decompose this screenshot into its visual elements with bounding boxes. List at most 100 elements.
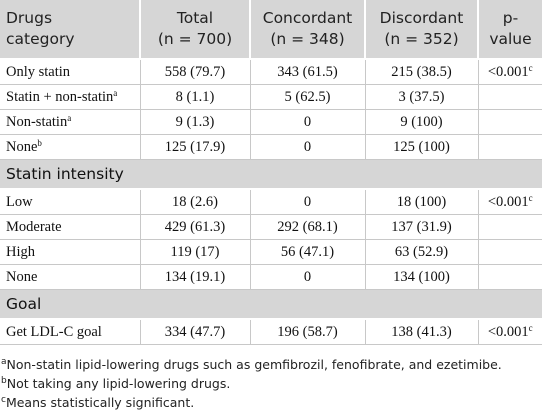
footnote-text: Means statistically significant.	[5, 395, 195, 410]
value-cell: 292 (68.1)	[250, 214, 366, 240]
cell-value: 56 (47.1)	[280, 243, 335, 260]
header-cell: Concordant (n = 348)	[250, 0, 366, 60]
row-label-cell: Non-statina	[0, 109, 141, 135]
cell-value: 8 (1.1)	[175, 88, 215, 105]
header-sub: (n = 700)	[157, 30, 233, 48]
data-row: Non-statina 9 (1.3) 0 9 (100)	[0, 109, 542, 135]
p-value-cell	[478, 109, 542, 135]
cell-value: 558 (79.7)	[164, 63, 226, 80]
p-value-cell	[478, 134, 542, 160]
cell-value: 5 (62.5)	[284, 88, 331, 105]
value-cell: 343 (61.5)	[250, 59, 366, 85]
header-sub: value	[489, 30, 532, 48]
footnote-mark: a	[67, 112, 72, 123]
p-value-cell: <0.001c	[478, 319, 542, 345]
data-row: Low 18 (2.6) 0 18 (100) <0.001c	[0, 189, 542, 215]
header-name: Total	[176, 9, 214, 27]
value-cell: 5 (62.5)	[250, 84, 366, 110]
value-cell: 125 (100)	[365, 134, 479, 160]
section-title: Goal	[0, 289, 542, 320]
section-title: Statin intensity	[0, 159, 542, 190]
value-cell: 138 (41.3)	[365, 319, 479, 345]
value-cell: 134 (19.1)	[140, 264, 251, 290]
cell-value: 343 (61.5)	[277, 63, 338, 80]
row-label: High	[6, 243, 35, 260]
cell-value: 138 (41.3)	[391, 323, 452, 340]
row-label: None	[6, 268, 38, 285]
section-row: Statin intensity	[0, 159, 542, 190]
header-cell: Drugs category	[0, 0, 141, 60]
value-cell: 334 (47.7)	[140, 319, 251, 345]
p-value-cell	[478, 84, 542, 110]
value-cell: 8 (1.1)	[140, 84, 251, 110]
value-cell: 125 (17.9)	[140, 134, 251, 160]
header-cell: p-value	[478, 0, 542, 60]
cell-value: 119 (17)	[170, 243, 220, 260]
header-row: Drugs category Total (n = 700) Concordant (n …	[0, 0, 542, 60]
header-sub: category	[6, 30, 75, 48]
row-label-cell: Only statin	[0, 59, 141, 85]
value-cell: 558 (79.7)	[140, 59, 251, 85]
footnote-mark: b	[1, 376, 7, 386]
footnote-mark: c	[528, 62, 533, 73]
value-cell: 18 (100)	[365, 189, 479, 215]
header-name: Discordant	[379, 9, 464, 27]
footnote-mark: a	[1, 357, 7, 367]
data-row: Noneb 125 (17.9) 0 125 (100)	[0, 134, 542, 160]
row-label-cell: Get LDL-C goal	[0, 319, 141, 345]
cell-value: 0	[303, 138, 312, 155]
row-label: Moderate	[6, 218, 62, 235]
footnote: bNot taking any lipid-lowering drugs.	[1, 374, 542, 393]
value-cell: 215 (38.5)	[365, 59, 479, 85]
value-cell: 0	[250, 134, 366, 160]
row-label-cell: None	[0, 264, 141, 290]
cell-value: 292 (68.1)	[277, 218, 338, 235]
value-cell: 119 (17)	[140, 239, 251, 265]
value-cell: 137 (31.9)	[365, 214, 479, 240]
footnote: aNon-statin lipid-lowering drugs such as…	[1, 355, 542, 374]
value-cell: 0	[250, 189, 366, 215]
cell-value: 18 (100)	[396, 193, 447, 210]
p-value: <0.001	[487, 193, 529, 210]
footnotes: aNon-statin lipid-lowering drugs such as…	[0, 345, 542, 412]
value-cell: 63 (52.9)	[365, 239, 479, 265]
row-label-cell: Low	[0, 189, 141, 215]
value-cell: 0	[250, 264, 366, 290]
cell-value: 0	[303, 193, 312, 210]
cell-value: 0	[303, 113, 312, 130]
header-cell: Discordant (n = 352)	[365, 0, 479, 60]
footnote-text: Non-statin lipid-lowering drugs such as …	[6, 357, 502, 372]
row-label-cell: High	[0, 239, 141, 265]
row-label-cell: Statin + non-statina	[0, 84, 141, 110]
cell-value: 9 (1.3)	[175, 113, 215, 130]
data-row: None 134 (19.1) 0 134 (100)	[0, 264, 542, 290]
data-row: Statin + non-statina 8 (1.1) 5 (62.5) 3 (37…	[0, 84, 542, 110]
value-cell: 429 (61.3)	[140, 214, 251, 240]
cell-value: 125 (17.9)	[164, 138, 226, 155]
row-label: Only statin	[6, 63, 71, 80]
value-cell: 134 (100)	[365, 264, 479, 290]
p-value: <0.001	[487, 63, 529, 80]
header-cell: Total (n = 700)	[140, 0, 251, 60]
p-value-cell: <0.001c	[478, 59, 542, 85]
footnote-mark: c	[528, 192, 533, 203]
data-row: Only statin 558 (79.7) 343 (61.5) 215 (38.5…	[0, 59, 542, 85]
row-label: Non-statin	[6, 113, 68, 130]
row-label: Low	[6, 193, 33, 210]
value-cell: 0	[250, 109, 366, 135]
row-label: Statin + non-statin	[6, 88, 114, 105]
cell-value: 9 (100)	[400, 113, 443, 130]
header-name: p-	[502, 9, 519, 27]
value-cell: 3 (37.5)	[365, 84, 479, 110]
cell-value: 429 (61.3)	[164, 218, 226, 235]
value-cell: 18 (2.6)	[140, 189, 251, 215]
data-row: Moderate 429 (61.3) 292 (68.1) 137 (31.9)	[0, 214, 542, 240]
footnote: cMeans statistically significant.	[1, 393, 542, 412]
p-value-cell	[478, 214, 542, 240]
cell-value: 0	[303, 268, 312, 285]
cell-value: 18 (2.6)	[172, 193, 218, 210]
header-name: Drugs	[6, 9, 53, 27]
cell-value: 215 (38.5)	[391, 63, 452, 80]
section-row: Goal	[0, 289, 542, 320]
data-row: Get LDL-C goal 334 (47.7) 196 (58.7) 138 (4…	[0, 319, 542, 345]
